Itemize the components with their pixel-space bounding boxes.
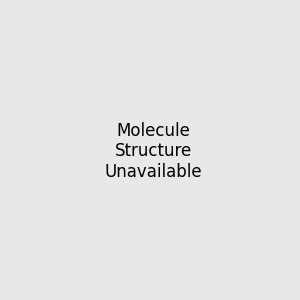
Text: Molecule
Structure
Unavailable: Molecule Structure Unavailable — [105, 122, 202, 181]
